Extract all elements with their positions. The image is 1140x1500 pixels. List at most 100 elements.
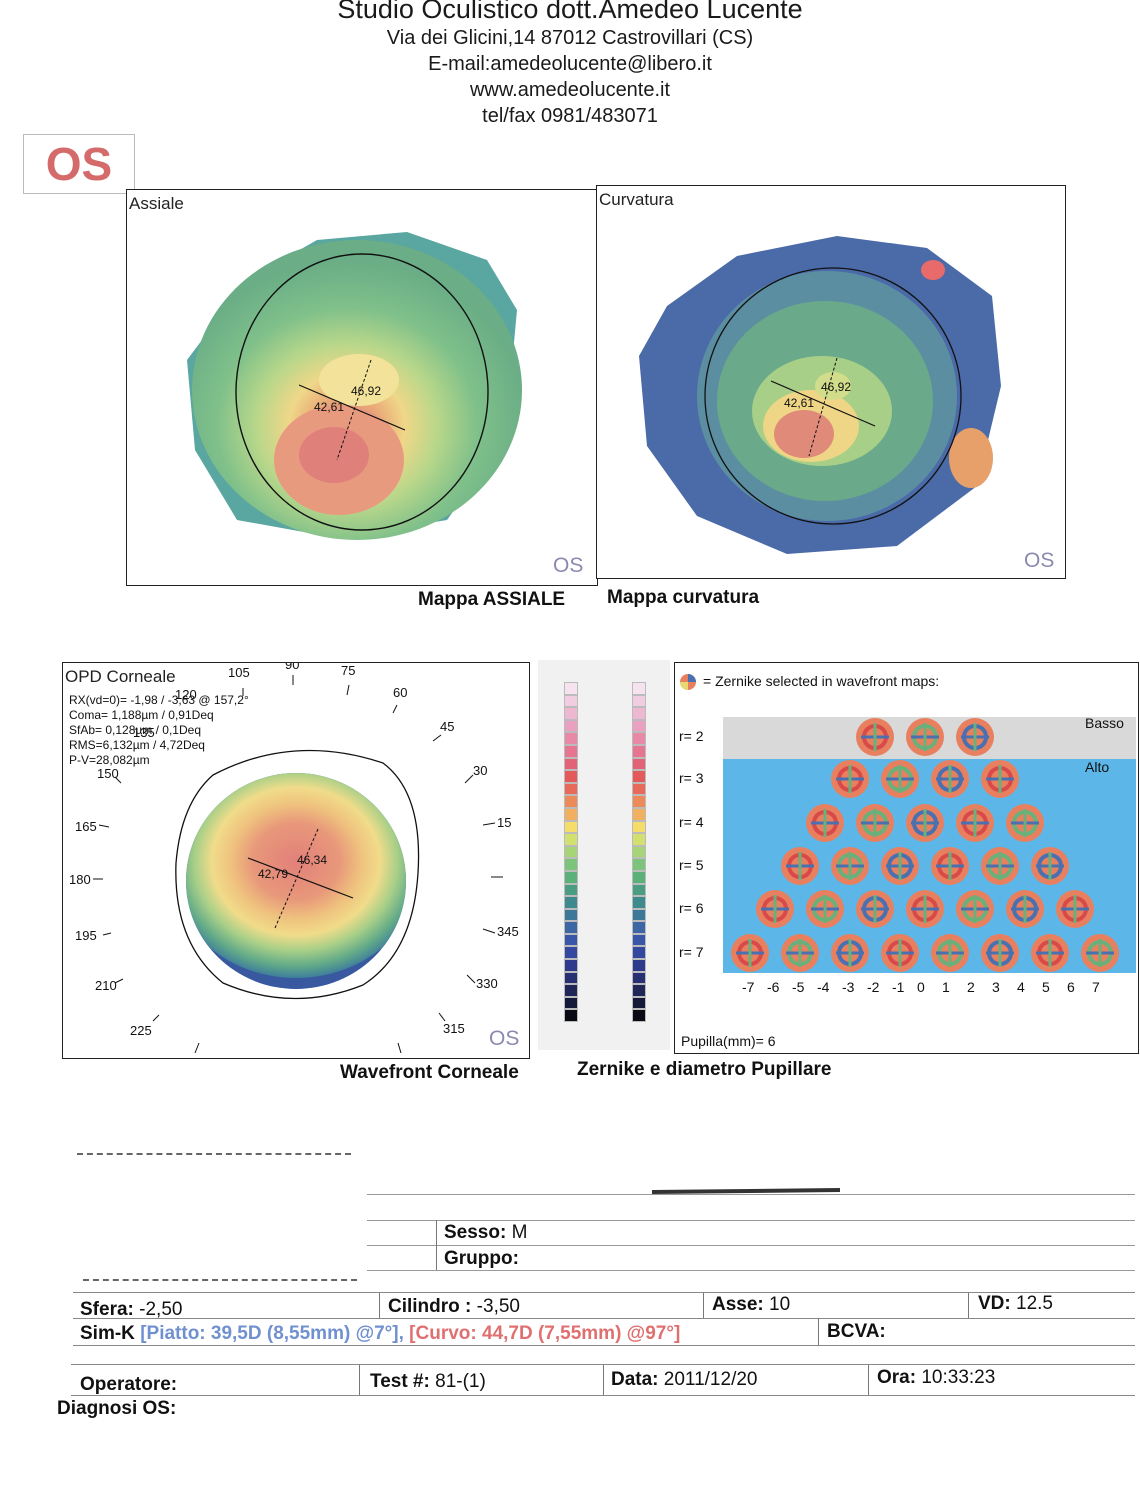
zernike-mode-icon [956, 718, 994, 756]
scale-swatch [564, 820, 578, 834]
wavefront-map [93, 675, 503, 1054]
wavefront-k2: 46,34 [297, 853, 328, 867]
zernike-order-label: r= 3 [679, 770, 704, 786]
zernike-frequency-label: 6 [1067, 979, 1075, 995]
scale-swatch [564, 933, 578, 947]
sfera-value: -2,50 [139, 1299, 183, 1320]
scale-swatch [632, 971, 646, 985]
scale-swatch [632, 782, 646, 796]
zernike-mode-icon [931, 847, 969, 885]
deg-150: 150 [97, 766, 119, 781]
scale-swatch [564, 732, 578, 745]
scale-column-right [632, 682, 646, 1023]
session-sep-2 [603, 1365, 604, 1395]
zernike-mode-icon [881, 760, 919, 798]
zernike-mode-icon [981, 760, 1019, 798]
scale-swatch [632, 694, 646, 708]
scale-swatch [632, 984, 646, 997]
curvature-k2: 46,92 [821, 380, 852, 394]
refraction-mid-line [73, 1318, 1135, 1319]
sfera-field: Sfera: -2,50 [80, 1299, 182, 1321]
axial-k2: 46,92 [351, 384, 382, 398]
vd-label: VD: [978, 1293, 1011, 1314]
zernike-mode-icon [881, 847, 919, 885]
deg-225: 225 [130, 1023, 152, 1038]
operatore-label: Operatore: [80, 1374, 178, 1395]
scale-swatch [632, 933, 646, 947]
curvature-os-tag: OS [1024, 549, 1055, 572]
zernike-mode-icon [981, 934, 1019, 972]
scale-swatch [632, 719, 646, 733]
zernike-frequency-label: 5 [1042, 979, 1050, 995]
zernike-mode-icon [906, 718, 944, 756]
scale-swatch [632, 845, 646, 859]
zernike-mode-icon [831, 847, 869, 885]
clinic-phone: tel/fax 0981/483071 [482, 105, 658, 127]
zernike-high-label: Alto [1085, 759, 1110, 775]
refraction-sep-2 [703, 1293, 704, 1318]
wavefront-rx: RX(vd=0)= -1,98 / -3,63 @ 157,2° [69, 693, 249, 707]
scale-swatch [632, 833, 646, 846]
curvature-map-panel: Curvatura 42,61 46,92 OS [596, 185, 1066, 579]
zernike-mode-icon [906, 890, 944, 928]
scale-swatch [564, 883, 578, 897]
zernike-frequency-label: -2 [867, 979, 880, 995]
deg-195: 195 [75, 928, 97, 943]
zernike-mode-icon [1006, 890, 1044, 928]
scale-swatch [564, 782, 578, 796]
sex-value: M [511, 1222, 528, 1243]
deg-75: 75 [341, 663, 356, 678]
scale-swatch [632, 883, 646, 897]
axial-map-label: Assiale [129, 194, 184, 213]
clinic-title: Studio Oculistico dott.Amedeo Lucente [337, 0, 803, 24]
scale-swatch [632, 870, 646, 884]
zernike-order-label: r= 5 [679, 857, 704, 873]
axial-map-caption: Mappa ASSIALE [418, 589, 566, 610]
test-field: Test #: 81-(1) [370, 1371, 486, 1393]
data-label: Data: [611, 1369, 659, 1390]
scale-swatch [632, 908, 646, 922]
dashed-separator-top [77, 1153, 351, 1155]
wavefront-panel: OPD Corneale RX(vd=0)= -1,98 / -3,63 @ 1… [62, 662, 530, 1059]
scale-swatch [564, 959, 578, 972]
simk-label: Sim-K [80, 1323, 135, 1344]
simk-flat: [Piatto: 39,5D (8,55mm) @7°], [140, 1323, 404, 1344]
deg-345: 345 [497, 924, 519, 939]
clinic-email: E-mail:amedeolucente@libero.it [428, 53, 712, 75]
sex-label: Sesso: [444, 1222, 507, 1243]
zernike-frequency-label: -3 [842, 979, 855, 995]
zernike-frequency-label: -1 [892, 979, 905, 995]
scale-swatch [564, 971, 578, 985]
deg-30: 30 [473, 763, 488, 778]
scale-swatch [632, 757, 646, 771]
scale-swatch [632, 959, 646, 972]
axial-k1: 42,61 [314, 400, 345, 414]
zernike-frequency-label: -7 [742, 979, 755, 995]
scale-swatch [564, 984, 578, 997]
deg-105: 105 [228, 665, 250, 680]
scale-swatch [564, 921, 578, 934]
zernike-caption: Zernike e diametro Pupillare [577, 1059, 832, 1080]
deg-180: 180 [69, 872, 91, 887]
scale-swatch [564, 946, 578, 960]
zernike-frequency-label: -6 [767, 979, 780, 995]
scale-swatch [564, 845, 578, 859]
zernike-frequency-label: -4 [817, 979, 830, 995]
wavefront-pv: P-V=28,082µm [69, 753, 150, 767]
patient-line-1 [367, 1194, 1135, 1195]
scale-swatch [632, 896, 646, 909]
zernike-mode-icon [1056, 890, 1094, 928]
zernike-order-label: r= 2 [679, 728, 704, 744]
scale-column-left [564, 682, 578, 1023]
scale-swatch [564, 833, 578, 846]
eye-indicator: OS [23, 134, 135, 194]
zernike-mode-icon [856, 718, 894, 756]
scale-swatch [632, 682, 646, 695]
wavefront-os-tag: OS [489, 1027, 520, 1050]
scale-swatch [632, 732, 646, 745]
data-value: 2011/12/20 [663, 1369, 758, 1390]
patient-line-2 [367, 1220, 1135, 1221]
zernike-mode-icon [781, 847, 819, 885]
zernike-mode-icon [831, 934, 869, 972]
asse-value: 10 [769, 1294, 791, 1315]
